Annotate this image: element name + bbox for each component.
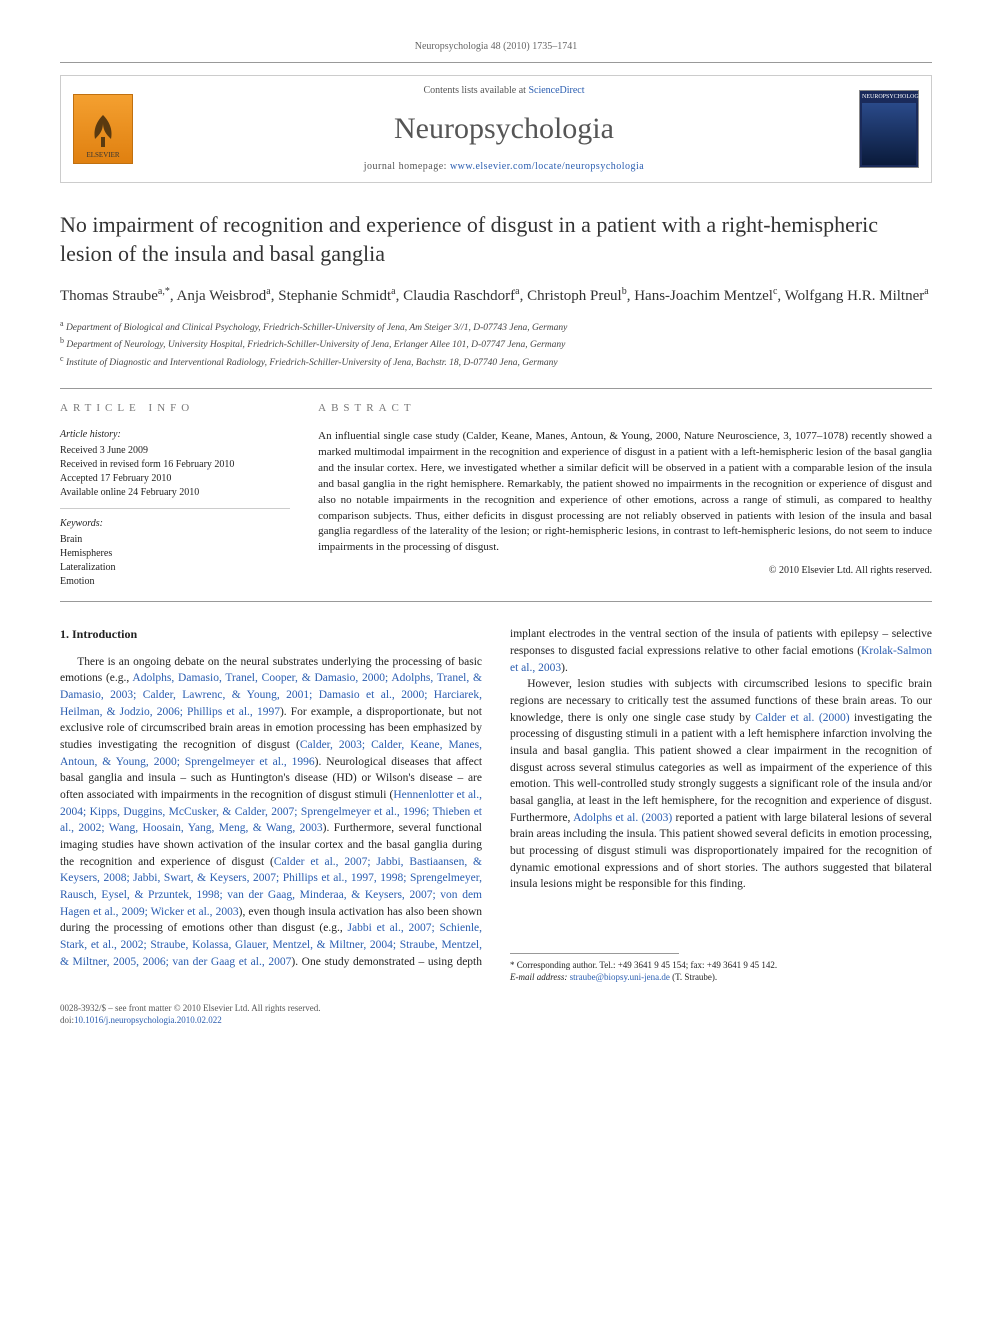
email-label: E-mail address:: [510, 972, 570, 982]
citation-link[interactable]: Calder et al., 2007; Jabbi, Bastiaansen,…: [60, 856, 482, 918]
keyword: Hemispheres: [60, 547, 290, 561]
homepage-link[interactable]: www.elsevier.com/locate/neuropsychologia: [450, 161, 644, 172]
homepage-prefix: journal homepage:: [364, 161, 450, 172]
doi-line: doi:10.1016/j.neuropsychologia.2010.02.0…: [60, 1015, 932, 1027]
journal-name: Neuropsychologia: [149, 108, 859, 150]
footnote-rule: [510, 953, 679, 954]
abstract-heading: ABSTRACT: [318, 401, 932, 417]
front-matter-line: 0028-3932/$ – see front matter © 2010 El…: [60, 1003, 932, 1015]
affiliation-line: a Department of Biological and Clinical …: [60, 318, 932, 335]
citation-link[interactable]: et al., 2003: [187, 906, 239, 918]
citation-link[interactable]: Calder, 2003; Calder, Keane, Manes, Anto…: [60, 739, 482, 768]
keyword: Lateralization: [60, 561, 290, 575]
keyword: Brain: [60, 533, 290, 547]
email-line: E-mail address: straube@biopsy.uni-jena.…: [510, 972, 932, 984]
abstract-text: An influential single case study (Calder…: [318, 429, 932, 557]
citation-link[interactable]: Jabbi et al., 2007; Schienle, Stark, et …: [60, 922, 482, 967]
citation-link[interactable]: Krolak-Salmon et al., 2003: [510, 645, 932, 674]
keywords-block: Keywords: BrainHemispheresLateralization…: [60, 517, 290, 589]
citation-link[interactable]: Adolphs, Damasio, Tranel, Cooper, & Dama…: [60, 672, 482, 717]
affiliation-line: c Institute of Diagnostic and Interventi…: [60, 353, 932, 370]
citation-link[interactable]: Hennenlotter et al., 2004; Kipps, Duggin…: [60, 789, 482, 834]
doi-link[interactable]: 10.1016/j.neuropsychologia.2010.02.022: [74, 1015, 222, 1025]
history-line: Available online 24 February 2010: [60, 486, 290, 500]
running-head: Neuropsychologia 48 (2010) 1735–1741: [60, 40, 932, 54]
keywords-label: Keywords:: [60, 517, 290, 531]
abstract-column: ABSTRACT An influential single case stud…: [304, 389, 932, 601]
keyword: Emotion: [60, 575, 290, 589]
history-line: Accepted 17 February 2010: [60, 472, 290, 486]
body-columns: 1. Introduction There is an ongoing deba…: [60, 626, 932, 983]
email-suffix: (T. Straube).: [670, 972, 717, 982]
contents-line: Contents lists available at ScienceDirec…: [149, 84, 859, 98]
top-rule: [60, 62, 932, 63]
article-title: No impairment of recognition and experie…: [60, 211, 932, 268]
bottom-meta: 0028-3932/$ – see front matter © 2010 El…: [60, 1003, 932, 1026]
homepage-line: journal homepage: www.elsevier.com/locat…: [149, 160, 859, 174]
affiliations: a Department of Biological and Clinical …: [60, 318, 932, 370]
masthead: ELSEVIER Contents lists available at Sci…: [60, 75, 932, 183]
sciencedirect-link[interactable]: ScienceDirect: [528, 85, 584, 96]
doi-label: doi:: [60, 1015, 74, 1025]
history-label: Article history:: [60, 428, 290, 442]
journal-cover-thumb: NEUROPSYCHOLOGIA: [859, 90, 919, 168]
section-1-heading: 1. Introduction: [60, 626, 482, 643]
abstract-copyright: © 2010 Elsevier Ltd. All rights reserved…: [318, 564, 932, 579]
authors: Thomas Straubea,*, Anja Weisbroda, Steph…: [60, 284, 932, 308]
masthead-center: Contents lists available at ScienceDirec…: [149, 84, 859, 174]
cover-image-icon: [862, 103, 916, 165]
history-line: Received in revised form 16 February 201…: [60, 458, 290, 472]
email-link[interactable]: straube@biopsy.uni-jena.de: [570, 972, 670, 982]
elsevier-tree-icon: [83, 111, 123, 151]
info-abstract-row: ARTICLE INFO Article history: Received 3…: [60, 388, 932, 602]
article-info-heading: ARTICLE INFO: [60, 401, 290, 416]
history-block: Article history: Received 3 June 2009Rec…: [60, 428, 290, 509]
citation-link[interactable]: Calder et al. (2000): [755, 712, 849, 724]
elsevier-logo: ELSEVIER: [73, 94, 133, 164]
contents-prefix: Contents lists available at: [423, 85, 528, 96]
intro-paragraph-2: However, lesion studies with subjects wi…: [510, 676, 932, 893]
article-info-column: ARTICLE INFO Article history: Received 3…: [60, 389, 304, 601]
elsevier-label: ELSEVIER: [86, 151, 119, 161]
affiliation-line: b Department of Neurology, University Ho…: [60, 335, 932, 352]
history-line: Received 3 June 2009: [60, 444, 290, 458]
citation-link[interactable]: Adolphs et al. (2003): [573, 812, 672, 824]
footnotes: * Corresponding author. Tel.: +49 3641 9…: [510, 960, 932, 983]
cover-label: NEUROPSYCHOLOGIA: [862, 93, 916, 101]
corresponding-author: * Corresponding author. Tel.: +49 3641 9…: [510, 960, 932, 972]
